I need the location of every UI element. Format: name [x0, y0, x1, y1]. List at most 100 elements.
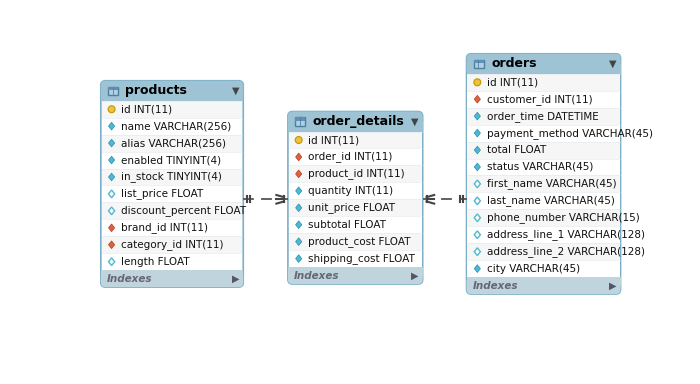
- Text: id INT(11): id INT(11): [308, 135, 359, 145]
- Bar: [474, 60, 484, 68]
- Bar: [102, 253, 242, 270]
- Text: order_id INT(11): order_id INT(11): [308, 152, 392, 162]
- Text: products: products: [125, 84, 188, 97]
- Bar: [295, 117, 305, 126]
- FancyBboxPatch shape: [466, 54, 621, 74]
- Bar: [468, 142, 620, 159]
- Polygon shape: [475, 95, 480, 103]
- Text: ▶: ▶: [232, 274, 239, 284]
- Text: shipping_cost FLOAT: shipping_cost FLOAT: [308, 253, 415, 264]
- Polygon shape: [475, 163, 480, 171]
- FancyBboxPatch shape: [466, 277, 621, 294]
- Polygon shape: [108, 156, 115, 164]
- Bar: [468, 192, 620, 209]
- Text: ▶: ▶: [411, 271, 419, 281]
- Text: product_cost FLOAT: product_cost FLOAT: [308, 236, 410, 247]
- Text: unit_price FLOAT: unit_price FLOAT: [308, 202, 395, 213]
- Bar: [288, 267, 423, 276]
- Text: total FLOAT: total FLOAT: [486, 145, 546, 155]
- Bar: [102, 135, 242, 152]
- FancyBboxPatch shape: [101, 81, 244, 287]
- Polygon shape: [475, 112, 480, 120]
- Polygon shape: [108, 139, 115, 147]
- Bar: [101, 270, 244, 279]
- Bar: [102, 118, 242, 135]
- Bar: [468, 226, 620, 243]
- Polygon shape: [108, 207, 115, 215]
- Text: Indexes: Indexes: [473, 281, 518, 291]
- Bar: [101, 91, 244, 101]
- Text: subtotal FLOAT: subtotal FLOAT: [308, 220, 386, 230]
- Bar: [288, 122, 423, 132]
- Text: Indexes: Indexes: [294, 271, 340, 281]
- Text: discount_percent FLOAT: discount_percent FLOAT: [121, 205, 246, 216]
- Text: address_line_2 VARCHAR(128): address_line_2 VARCHAR(128): [486, 246, 645, 257]
- Bar: [102, 101, 242, 118]
- Text: ▶: ▶: [609, 281, 617, 291]
- Polygon shape: [108, 122, 115, 130]
- Bar: [474, 60, 484, 63]
- Bar: [466, 64, 620, 74]
- FancyBboxPatch shape: [466, 54, 621, 294]
- Polygon shape: [295, 238, 302, 245]
- Circle shape: [474, 79, 481, 86]
- Polygon shape: [108, 173, 115, 181]
- Bar: [468, 91, 620, 108]
- Text: status VARCHAR(45): status VARCHAR(45): [486, 162, 593, 172]
- Bar: [288, 233, 422, 250]
- Bar: [288, 250, 422, 267]
- Polygon shape: [295, 221, 302, 228]
- Bar: [466, 277, 620, 286]
- Bar: [288, 149, 422, 166]
- Text: alias VARCHAR(256): alias VARCHAR(256): [121, 138, 226, 148]
- FancyBboxPatch shape: [101, 270, 244, 287]
- Polygon shape: [108, 190, 115, 198]
- Polygon shape: [108, 241, 115, 248]
- Text: product_id INT(11): product_id INT(11): [308, 169, 405, 179]
- Bar: [295, 117, 305, 121]
- Polygon shape: [108, 224, 115, 232]
- Bar: [288, 166, 422, 182]
- FancyBboxPatch shape: [288, 267, 423, 284]
- Text: length FLOAT: length FLOAT: [121, 257, 190, 266]
- Text: customer_id INT(11): customer_id INT(11): [486, 94, 592, 105]
- Polygon shape: [475, 197, 480, 205]
- Bar: [102, 202, 242, 219]
- FancyBboxPatch shape: [101, 81, 244, 101]
- Polygon shape: [475, 214, 480, 222]
- Text: enabled TINYINT(4): enabled TINYINT(4): [121, 155, 221, 165]
- Polygon shape: [475, 248, 480, 255]
- Bar: [468, 260, 620, 277]
- Text: id INT(11): id INT(11): [486, 77, 538, 87]
- FancyBboxPatch shape: [288, 111, 423, 132]
- Bar: [288, 182, 422, 199]
- Polygon shape: [475, 146, 480, 154]
- Text: payment_method VARCHAR(45): payment_method VARCHAR(45): [486, 127, 652, 139]
- Text: list_price FLOAT: list_price FLOAT: [121, 189, 203, 199]
- Bar: [288, 132, 422, 149]
- Text: first_name VARCHAR(45): first_name VARCHAR(45): [486, 179, 616, 189]
- Bar: [102, 219, 242, 236]
- Bar: [468, 243, 620, 260]
- Text: Indexes: Indexes: [107, 274, 153, 284]
- Bar: [468, 125, 620, 142]
- Polygon shape: [475, 231, 480, 238]
- Bar: [468, 159, 620, 175]
- Polygon shape: [475, 180, 480, 188]
- Text: in_stock TINYINT(4): in_stock TINYINT(4): [121, 172, 222, 182]
- Text: address_line_1 VARCHAR(128): address_line_1 VARCHAR(128): [486, 229, 645, 240]
- Text: last_name VARCHAR(45): last_name VARCHAR(45): [486, 195, 615, 206]
- Text: id INT(11): id INT(11): [121, 104, 172, 114]
- Polygon shape: [295, 153, 302, 161]
- Text: ▼: ▼: [232, 86, 239, 96]
- Text: phone_number VARCHAR(15): phone_number VARCHAR(15): [486, 212, 639, 223]
- Polygon shape: [475, 265, 480, 273]
- Text: ▼: ▼: [609, 59, 617, 69]
- Bar: [468, 74, 620, 91]
- Bar: [102, 185, 242, 202]
- Text: brand_id INT(11): brand_id INT(11): [121, 222, 208, 233]
- FancyBboxPatch shape: [288, 111, 423, 284]
- Text: order_time DATETIME: order_time DATETIME: [486, 111, 598, 122]
- Bar: [468, 209, 620, 226]
- Circle shape: [108, 106, 115, 113]
